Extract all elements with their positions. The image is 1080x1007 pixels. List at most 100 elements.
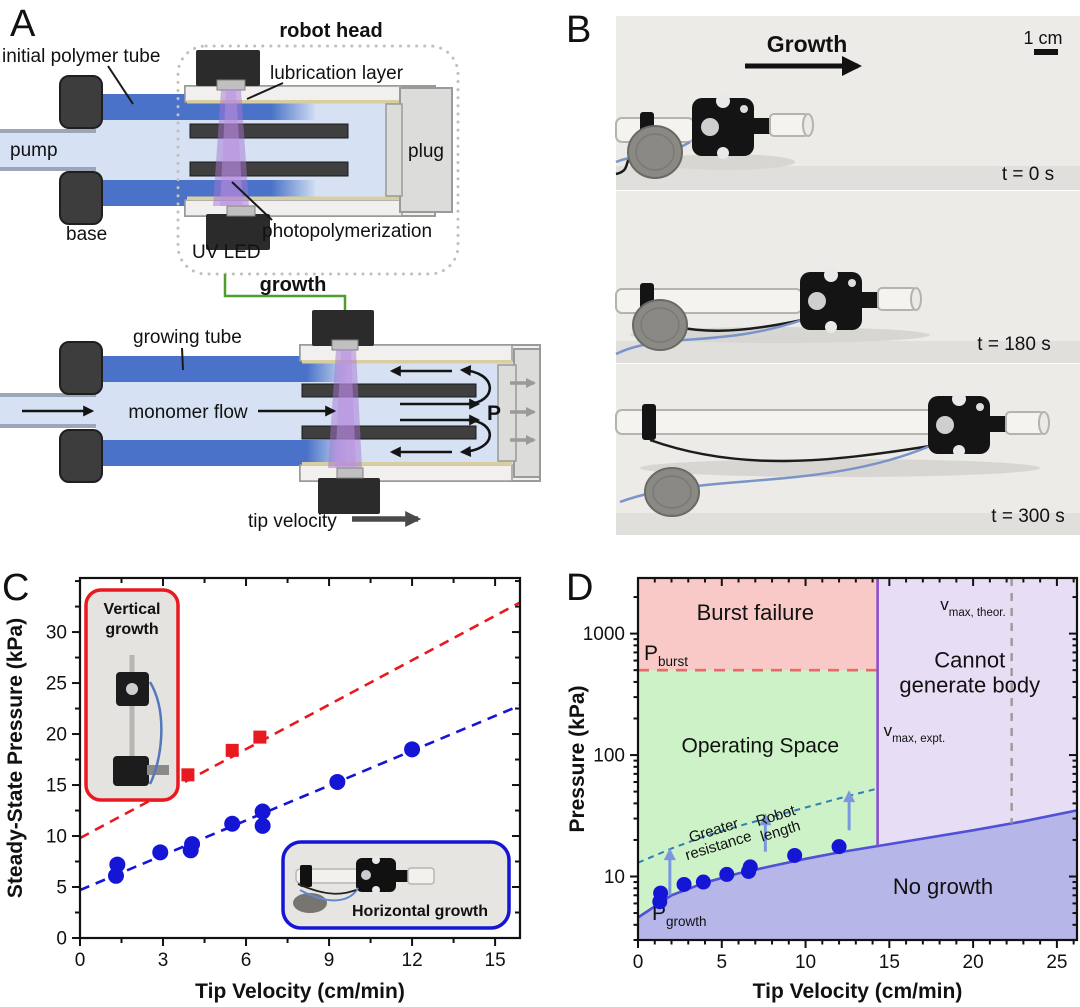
x-tick-label: 6 <box>241 950 252 971</box>
robot-base <box>113 756 149 786</box>
data-point-circle <box>224 815 241 832</box>
mandrel-bar <box>301 425 477 440</box>
timestamp: t = 180 s <box>977 334 1050 355</box>
chart-c-plot: 0 3 6 9 12 15 0 5 10 15 20 25 30 Tip Velocity (cm/min… <box>4 576 522 1003</box>
blue-wire <box>148 681 163 785</box>
data-point-circle <box>404 741 421 758</box>
y-tick-label: 100 <box>593 746 625 767</box>
sub-label: vmax, theor. <box>940 595 1005 619</box>
return-flow-arrow <box>459 365 492 406</box>
data-point-square <box>225 743 239 757</box>
x-tick-label: 5 <box>716 952 727 973</box>
scale-bar <box>1034 49 1058 55</box>
pump-line <box>0 133 96 167</box>
timestamp: t = 300 s <box>991 506 1064 527</box>
monomer-flow-label: monomer flow <box>128 402 248 423</box>
lubrication-film-bottom <box>302 462 512 466</box>
robot-nose <box>396 870 408 882</box>
y-tick-label: 10 <box>46 827 67 848</box>
resistance-curve <box>637 787 878 864</box>
robot-port <box>372 856 380 864</box>
base-clamp <box>59 429 103 483</box>
robot-head-photo <box>800 268 922 333</box>
panel-a-diagram: A <box>0 3 541 532</box>
coin-detail <box>635 133 675 171</box>
panel-c-letter: C <box>2 567 29 609</box>
coin <box>293 893 327 913</box>
timestamp: t = 0 s <box>1002 164 1054 185</box>
table-edge <box>616 166 1080 190</box>
uv-led-bottom <box>206 214 270 250</box>
region-label-operating: Operating Space <box>682 734 840 757</box>
panel-d-chart: D Burst failure Operating Space Cannot gene… <box>566 567 1079 1003</box>
base-clamp <box>59 341 103 395</box>
robot-head-assembly <box>0 44 460 276</box>
x-tick-label: 20 <box>963 952 984 973</box>
y-axis-title: Steady-State Pressure (kPa) <box>4 618 27 898</box>
trend-line-square <box>79 601 521 840</box>
inset-label: Horizontal growth <box>352 903 488 920</box>
x-tick-label: 25 <box>1046 952 1067 973</box>
robot-body <box>356 858 396 892</box>
data-point-circle <box>831 839 847 855</box>
blue-wire <box>615 318 803 356</box>
growth-bracket <box>223 274 347 314</box>
uv-led-top <box>312 310 374 346</box>
data-point-circle <box>719 866 735 882</box>
x-tick-label: 9 <box>324 950 335 971</box>
black-wire <box>649 438 931 463</box>
robot-port <box>361 870 371 880</box>
table-edge <box>616 513 1080 535</box>
tube-tip <box>407 867 435 885</box>
base-clamp <box>59 75 103 129</box>
photopolymerization-label: photopolymerization <box>262 221 432 242</box>
coin-detail <box>652 475 692 509</box>
axes-frame <box>78 576 522 940</box>
photo-frame-2: t = 180 s <box>615 191 1080 363</box>
shadow <box>640 459 1040 477</box>
scale-bar-label: 1 cm <box>1023 28 1062 48</box>
x-tick-label: 15 <box>879 952 900 973</box>
robot-head-boundary <box>176 44 460 276</box>
sub-label: Pburst <box>644 642 688 669</box>
growth-direction-label: Growth <box>767 31 848 57</box>
plug-block <box>399 87 453 213</box>
robot-head-photo <box>692 94 814 159</box>
x-tick-label: 10 <box>795 952 816 973</box>
lubrication-film-bottom <box>187 196 400 200</box>
x-tick-label: 0 <box>633 952 644 973</box>
y-tick-label: 25 <box>46 674 67 695</box>
inset-vertical-growth: Vertical growth <box>84 588 180 802</box>
y-tick-label: 5 <box>56 878 67 899</box>
data-point-circle <box>152 844 169 861</box>
coin-detail <box>640 307 680 343</box>
robot-head-photo <box>928 392 1050 457</box>
inset-label-line2: growth <box>105 621 158 638</box>
pump-line-wall <box>0 393 96 397</box>
data-point-circle <box>329 773 346 790</box>
inset-horizontal-growth: Horizontal growth <box>281 840 511 930</box>
mandrel-bar <box>189 161 349 177</box>
photo-frame-3: t = 300 s <box>615 364 1080 535</box>
pump-line-wall <box>0 424 96 428</box>
pump-line-wall <box>0 129 96 133</box>
uv-led-chip <box>331 339 359 351</box>
plug-tab <box>385 103 403 197</box>
x-tick-label: 3 <box>158 950 169 971</box>
panel-d-letter: D <box>566 567 593 609</box>
region-label-cannot: Cannot generate body <box>899 647 1040 697</box>
uv-beam-core <box>335 350 356 468</box>
robot-port <box>372 886 380 894</box>
pointer-line <box>107 65 134 105</box>
panel-c-chart: C 0 3 6 9 12 15 0 5 10 15 20 25 30 Tip Velocity (cm/m… <box>2 567 522 1003</box>
region-no-growth <box>638 810 1077 940</box>
initial-polymer-tube-label: initial polymer tube <box>2 46 160 67</box>
region-burst-failure <box>638 578 878 671</box>
sub-label: vmax, expt. <box>884 721 946 745</box>
data-point-circle <box>254 803 271 820</box>
data-point-circle <box>109 856 126 873</box>
x-axis-title: Tip Velocity (cm/min) <box>753 980 963 1003</box>
data-point-circle <box>742 859 758 875</box>
region-label-no_growth: No growth <box>893 874 993 899</box>
